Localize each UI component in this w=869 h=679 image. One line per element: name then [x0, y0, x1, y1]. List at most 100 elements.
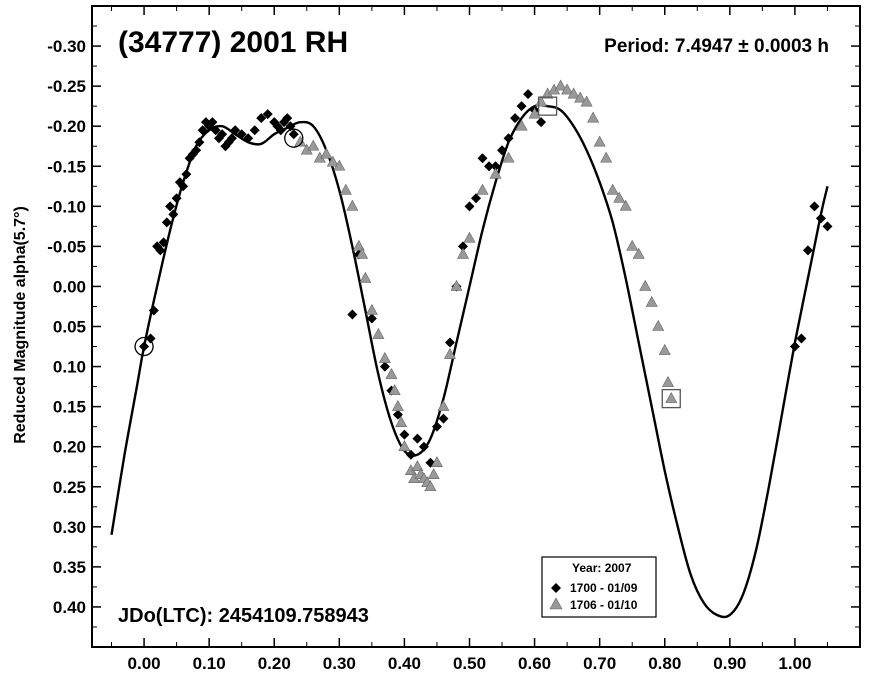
- point-triangle: [587, 111, 600, 123]
- point-diamond: [282, 113, 293, 124]
- point-diamond: [158, 237, 169, 248]
- point-diamond: [275, 125, 286, 136]
- point-diamond: [412, 433, 423, 444]
- data-points-layer: [139, 79, 833, 492]
- point-diamond: [477, 153, 488, 164]
- point-triangle: [356, 247, 369, 259]
- point-diamond: [789, 341, 800, 352]
- point-diamond: [497, 145, 508, 156]
- x-tick-label: 0.90: [713, 654, 746, 673]
- point-diamond: [366, 313, 377, 324]
- axis-layer: -0.30 -0.25 -0.20 -0.15 -0.10 -0.05 0.00 0.05 0.…: [47, 6, 860, 673]
- point-triangle: [661, 375, 675, 387]
- point-diamond: [217, 129, 228, 140]
- y-tick-label: 0.05: [53, 318, 86, 337]
- point-diamond: [471, 193, 481, 204]
- point-triangle: [645, 295, 658, 307]
- y-tick-label: -0.10: [47, 197, 86, 216]
- point-diamond: [536, 117, 547, 128]
- point-triangle: [326, 155, 339, 167]
- x-tick-label: 0.50: [453, 654, 486, 673]
- point-diamond: [815, 213, 826, 224]
- annotation-square: [661, 388, 681, 409]
- point-diamond: [809, 201, 820, 212]
- point-diamond: [230, 125, 241, 136]
- point-diamond: [392, 409, 403, 420]
- point-triangle: [580, 95, 593, 107]
- point-triangle: [385, 367, 398, 379]
- point-diamond: [510, 113, 521, 124]
- point-triangle: [593, 135, 606, 147]
- x-tick-label: 0.30: [323, 654, 356, 673]
- point-triangle: [600, 151, 613, 163]
- x-tick-label: 0.00: [128, 654, 161, 673]
- point-triangle: [359, 271, 372, 283]
- point-diamond: [822, 221, 833, 232]
- point-triangle: [443, 347, 456, 359]
- x-tick-label: 0.40: [388, 654, 421, 673]
- point-diamond: [379, 361, 390, 372]
- point-triangle: [613, 191, 626, 203]
- point-diamond: [236, 129, 247, 140]
- point-diamond: [802, 245, 813, 256]
- point-diamond: [444, 337, 455, 348]
- y-tick-label: 0.15: [53, 398, 86, 417]
- point-triangle: [365, 303, 378, 315]
- y-tick-label: 0.25: [53, 478, 86, 497]
- legend-marker-diamond: [551, 583, 561, 593]
- point-triangle: [333, 159, 346, 171]
- point-triangle: [378, 351, 391, 363]
- point-triangle: [554, 79, 567, 91]
- point-triangle: [372, 327, 385, 339]
- point-diamond: [796, 333, 807, 344]
- legend-title: Year: 2007: [572, 561, 632, 575]
- point-diamond: [249, 125, 260, 136]
- x-tick-label: 0.60: [518, 654, 551, 673]
- point-triangle: [294, 135, 307, 147]
- point-triangle: [411, 460, 424, 472]
- point-diamond: [347, 309, 358, 320]
- point-triangle: [424, 480, 437, 492]
- annotation-circle: [134, 336, 154, 357]
- point-diamond: [503, 133, 514, 144]
- point-triangle: [652, 319, 665, 331]
- y-tick-label: -0.20: [47, 117, 86, 136]
- point-triangle: [567, 87, 580, 99]
- point-diamond: [148, 305, 159, 316]
- plot-frame: [91, 5, 861, 648]
- point-diamond: [210, 125, 221, 136]
- point-triangle: [391, 400, 404, 411]
- legend: Year: 2007 1700 - 01/09 1706 - 01/10: [541, 556, 657, 618]
- point-diamond: [484, 161, 495, 172]
- annotation-layer: [134, 96, 681, 409]
- point-triangle: [476, 183, 489, 195]
- point-diamond: [191, 145, 202, 156]
- fit-curve: [110, 103, 829, 619]
- point-triangle: [502, 151, 515, 163]
- point-diamond: [516, 101, 527, 112]
- y-tick-label: 0.35: [53, 558, 86, 577]
- point-diamond: [155, 245, 166, 256]
- point-diamond: [457, 241, 468, 252]
- point-diamond: [399, 429, 410, 440]
- point-triangle: [574, 91, 587, 103]
- point-triangle: [665, 391, 678, 403]
- point-triangle: [437, 400, 450, 411]
- point-diamond: [139, 341, 150, 352]
- point-diamond: [243, 133, 254, 144]
- chart-title: (34777) 2001 RH: [118, 26, 348, 59]
- x-tick-label: 0.20: [258, 654, 291, 673]
- point-triangle: [619, 199, 632, 211]
- annotation-square: [537, 96, 558, 116]
- point-triangle: [320, 147, 333, 159]
- point-triangle: [430, 456, 443, 468]
- epoch-label: JDo(LTC): 2454109.758943: [118, 605, 369, 627]
- point-diamond: [288, 129, 299, 140]
- point-diamond: [490, 161, 501, 172]
- y-tick-label: 0.40: [53, 598, 86, 617]
- point-diamond: [523, 89, 534, 100]
- point-triangle: [388, 383, 401, 395]
- point-triangle: [427, 468, 440, 480]
- point-triangle: [639, 279, 652, 291]
